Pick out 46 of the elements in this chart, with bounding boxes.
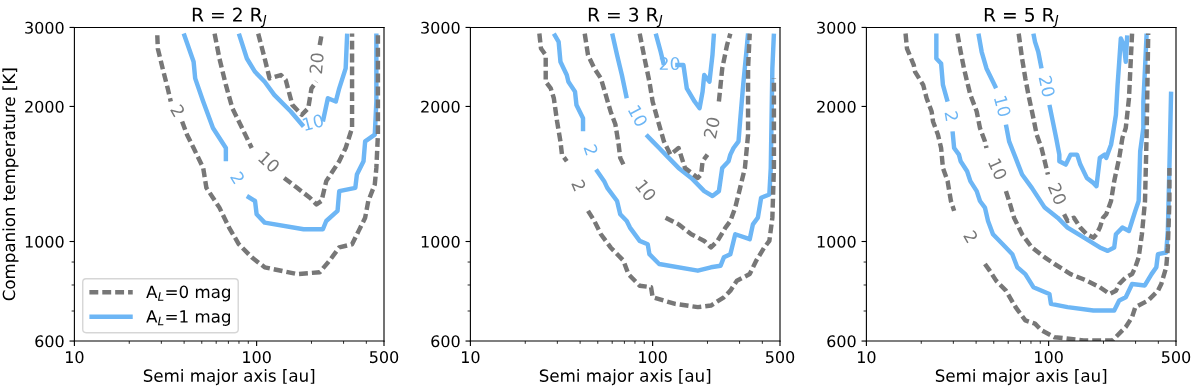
x-tick-label: 100 xyxy=(639,351,667,364)
annotation: 2 xyxy=(583,143,599,156)
chart-title: R = 5 R$_{J}$ xyxy=(984,7,1059,28)
y-tick-label: 3000 xyxy=(25,21,64,34)
annotation: 10 xyxy=(302,113,325,132)
y-tick-label: 1000 xyxy=(421,235,460,248)
x-tick-label: 100 xyxy=(1035,351,1063,364)
legend-label: A$_{L}$=0 mag xyxy=(146,285,230,302)
annotation: 2 xyxy=(571,178,587,192)
annotation: 20 xyxy=(309,52,325,74)
y-axis-title: Companion temperature [K] xyxy=(2,68,19,301)
y-tick-label: 600 xyxy=(431,335,460,348)
legend-label: A$_{L}$=1 mag xyxy=(146,310,230,326)
y-tick-label: 3000 xyxy=(817,21,856,34)
y-tick-label: 3000 xyxy=(421,21,460,34)
y-tick-label: 2000 xyxy=(421,100,460,113)
annotation: 2 xyxy=(944,110,959,121)
x-tick-label: 500 xyxy=(1161,351,1191,364)
annotation: 2 xyxy=(230,170,246,185)
annotation: 10 xyxy=(993,95,1012,118)
y-tick-label: 1000 xyxy=(25,235,64,248)
y-tick-label: 2000 xyxy=(817,100,856,113)
x-tick-label: 10 xyxy=(857,351,876,364)
y-tick-label: 1000 xyxy=(817,235,856,248)
x-tick-label: 10 xyxy=(461,351,480,364)
chart-title: R = 3 R$_{J}$ xyxy=(588,7,663,28)
y-tick-label: 2000 xyxy=(25,100,64,113)
annotation: 10 xyxy=(257,150,281,174)
annotation: 2 xyxy=(170,103,186,118)
annotation: 20 xyxy=(1038,75,1056,98)
x-axis-title: Semi major axis [au] xyxy=(539,369,711,386)
x-tick-label: 500 xyxy=(369,351,399,364)
y-tick-label: 600 xyxy=(35,335,64,348)
annotation: 10 xyxy=(627,104,649,128)
annotation: 10 xyxy=(987,157,1008,181)
x-axis-title: Semi major axis [au] xyxy=(935,369,1107,386)
chart-title: R = 2 R$_{J}$ xyxy=(192,7,267,28)
x-tick-label: 500 xyxy=(765,351,795,364)
x-axis-title: Semi major axis [au] xyxy=(143,369,315,386)
annotation: 20 xyxy=(1047,182,1068,206)
x-tick-label: 100 xyxy=(243,351,271,364)
annotation: 20 xyxy=(703,116,721,139)
annotation: 2 xyxy=(963,229,979,244)
y-tick-label: 600 xyxy=(827,335,856,348)
x-tick-label: 10 xyxy=(65,351,84,364)
annotation: 10 xyxy=(634,178,658,203)
